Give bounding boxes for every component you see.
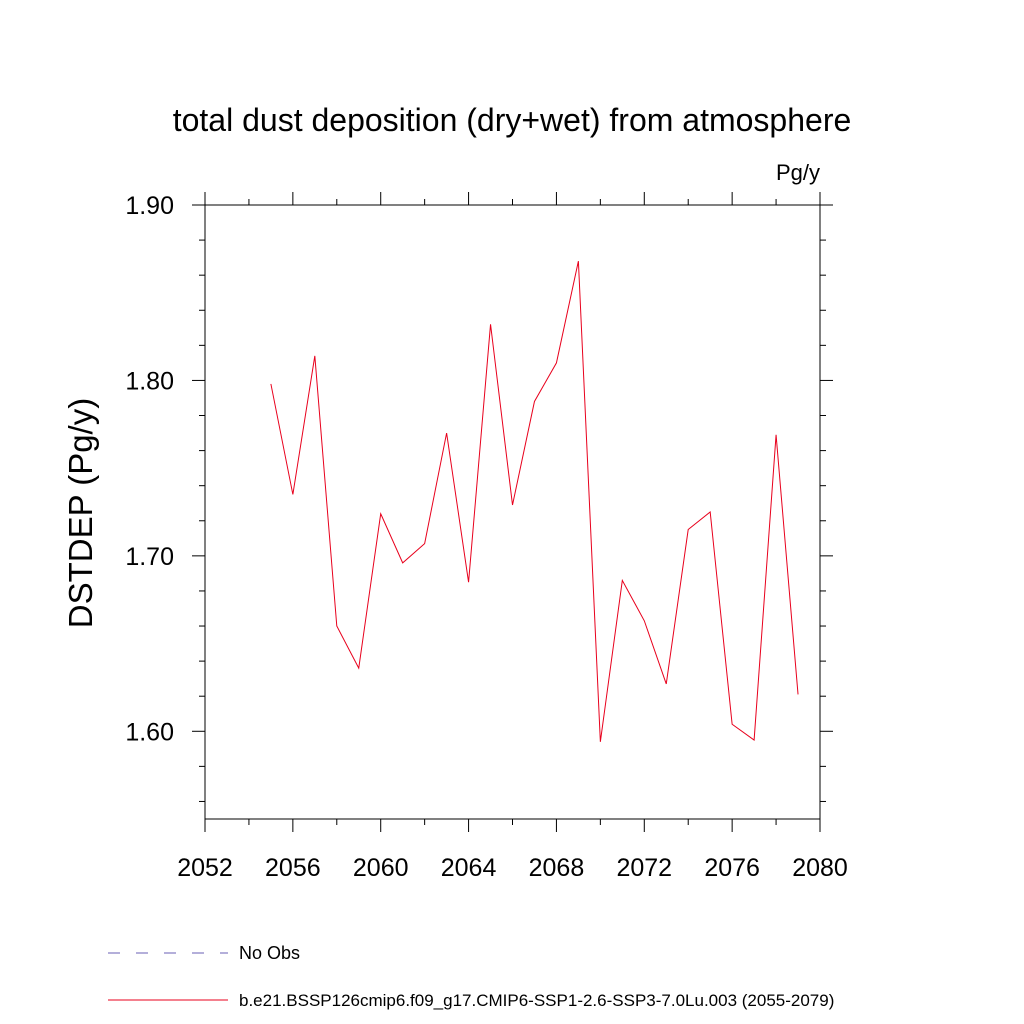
- data-point: [754, 739, 755, 740]
- data-point: [578, 261, 579, 262]
- data-point: [600, 741, 601, 742]
- data-point: [424, 543, 425, 544]
- y-tick-label: 1.80: [125, 367, 174, 395]
- data-point: [468, 582, 469, 583]
- data-point: [622, 580, 623, 581]
- data-point: [270, 383, 271, 384]
- data-point: [292, 494, 293, 495]
- legend-label-model-run: b.e21.BSSP126cmip6.f09_g17.CMIP6-SSP1-2.…: [239, 991, 834, 1010]
- data-point: [336, 625, 337, 626]
- x-tick-label: 2072: [616, 854, 672, 882]
- x-tick-label: 2064: [441, 854, 497, 882]
- data-point: [666, 683, 667, 684]
- data-point: [314, 355, 315, 356]
- y-tick-label: 1.90: [125, 192, 174, 220]
- data-point: [797, 694, 798, 695]
- series-line: [270, 261, 799, 742]
- data-point: [644, 620, 645, 621]
- data-point: [556, 362, 557, 363]
- axis-ticks: [192, 192, 833, 832]
- chart-title: total dust deposition (dry+wet) from atm…: [173, 102, 852, 138]
- series-layer: [270, 261, 799, 742]
- units-label: Pg/y: [776, 160, 820, 185]
- x-tick-label: 2056: [265, 854, 321, 882]
- y-tick-label: 1.70: [125, 543, 174, 571]
- x-tick-label: 2080: [792, 854, 848, 882]
- data-point: [775, 434, 776, 435]
- data-point: [402, 562, 403, 563]
- x-tick-label: 2060: [353, 854, 409, 882]
- plot-frame: [204, 204, 821, 820]
- data-point: [710, 511, 711, 512]
- x-tick-label: 2068: [529, 854, 585, 882]
- data-point: [446, 432, 447, 433]
- x-tick-label: 2052: [177, 854, 233, 882]
- legend-label-no-obs: No Obs: [239, 943, 300, 963]
- y-axis-label: DSTDEP (Pg/y): [62, 398, 99, 628]
- legend: No Obs b.e21.BSSP126cmip6.f09_g17.CMIP6-…: [108, 943, 834, 1010]
- data-point: [358, 668, 359, 669]
- axis-tick-labels: 2052 2056 2060 2064 2068 2072 2076 2080 1.60 1.70…: [125, 192, 847, 882]
- x-tick-label: 2076: [704, 854, 760, 882]
- data-point: [732, 724, 733, 725]
- data-point: [490, 324, 491, 325]
- data-point: [380, 513, 381, 514]
- y-tick-label: 1.60: [125, 718, 174, 746]
- data-point: [688, 529, 689, 530]
- data-point: [534, 401, 535, 402]
- data-point: [512, 504, 513, 505]
